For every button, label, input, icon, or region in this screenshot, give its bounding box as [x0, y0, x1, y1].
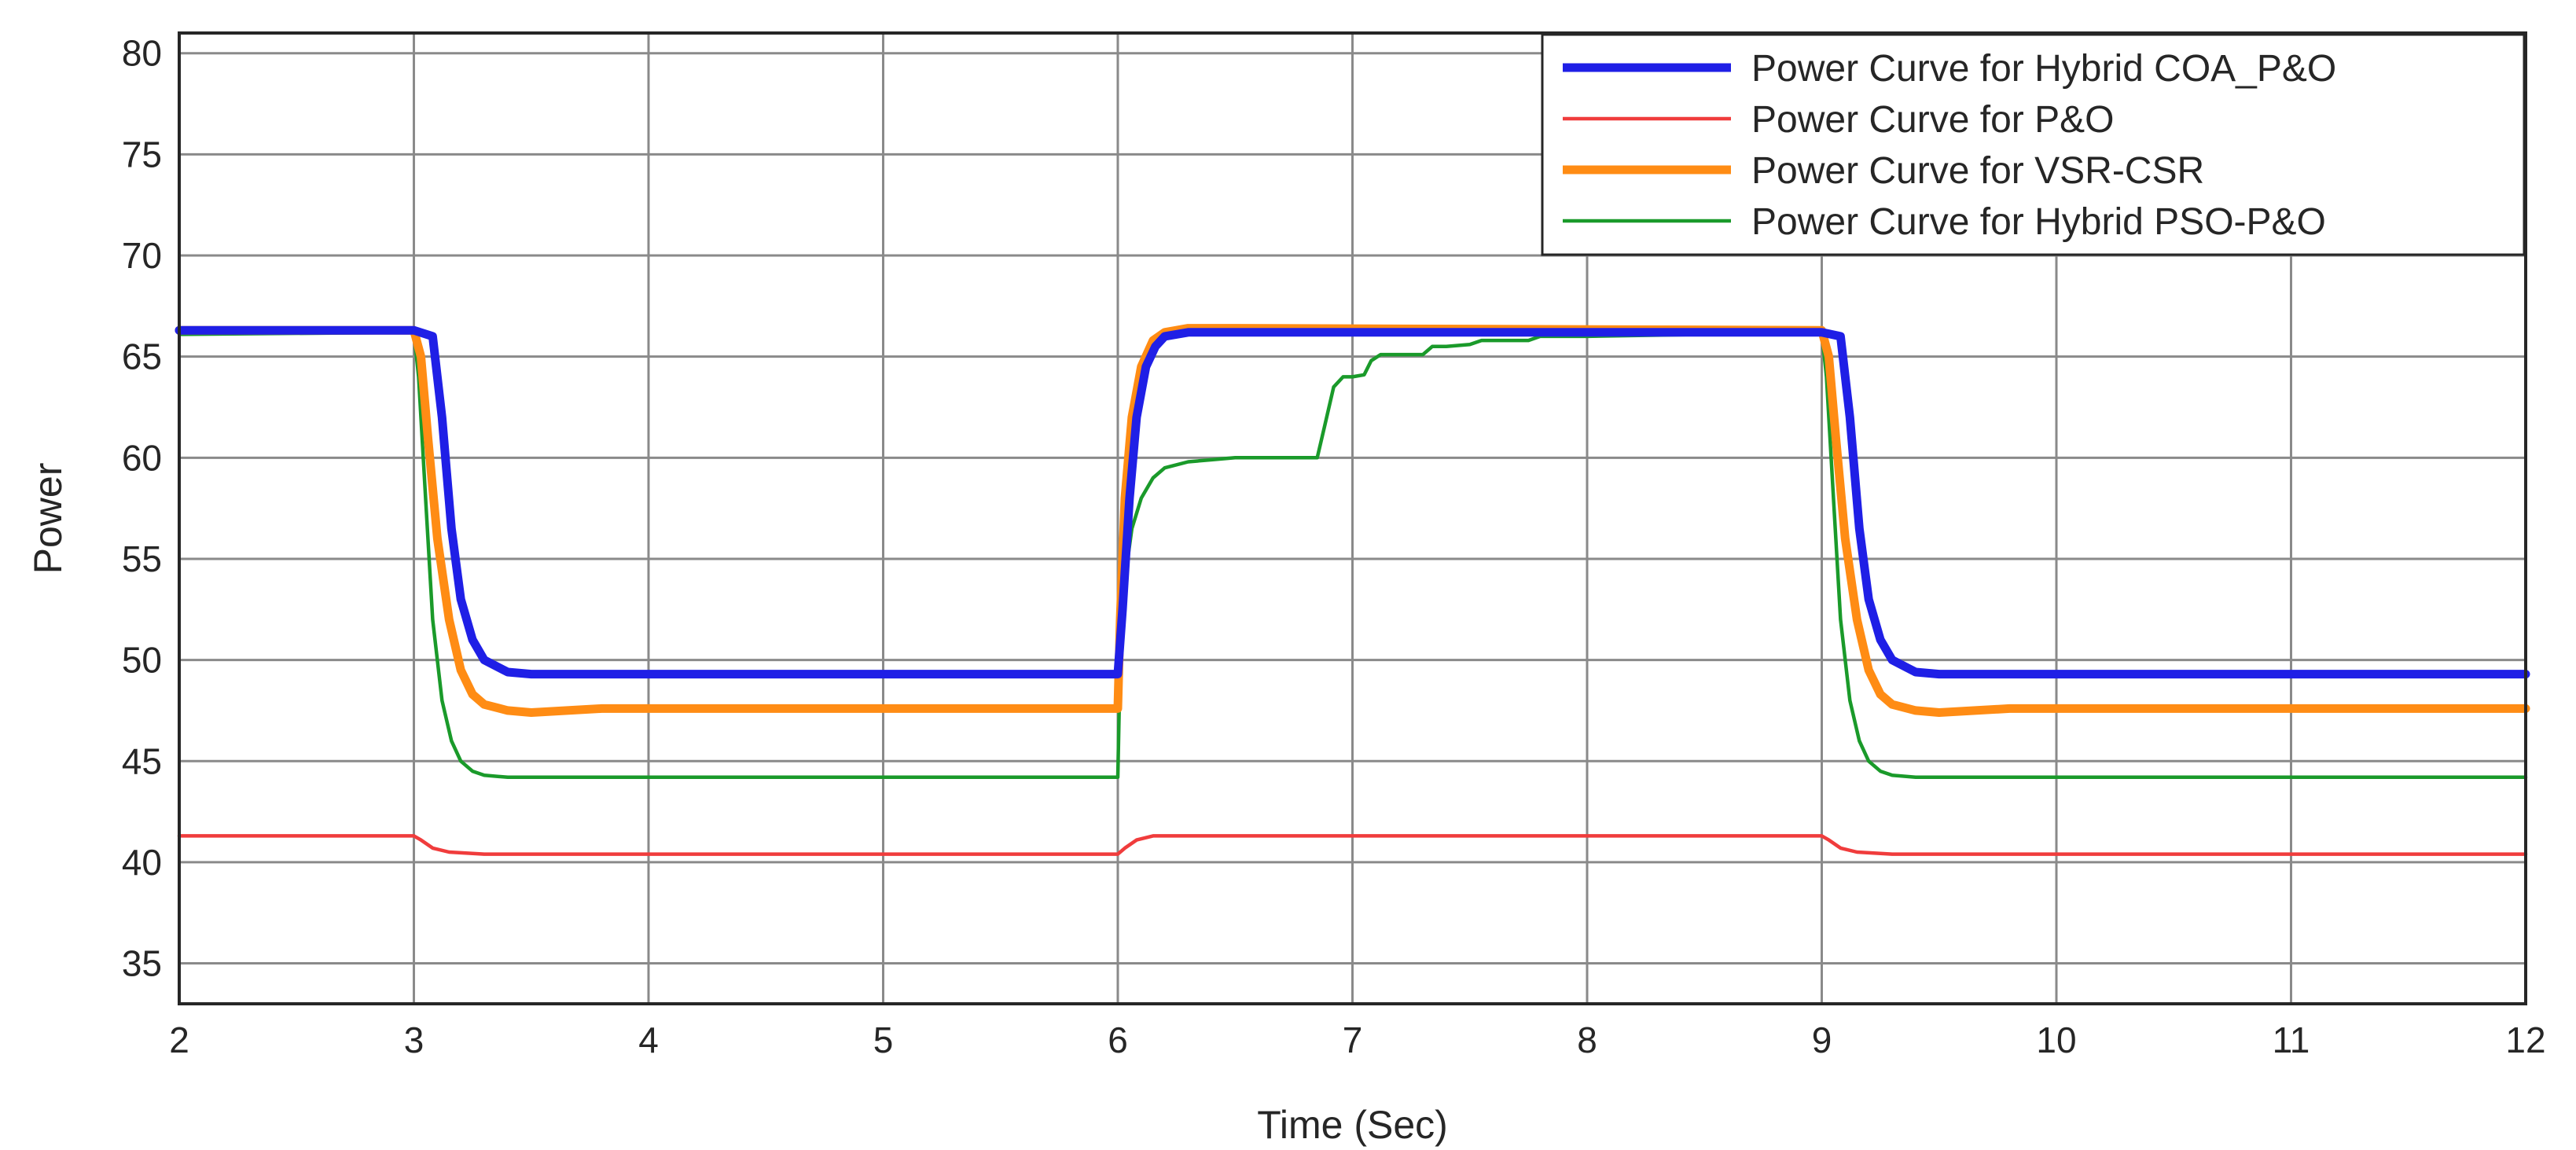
y-tick-label: 45	[122, 740, 162, 781]
x-tick-label: 7	[1343, 1020, 1363, 1060]
x-tick-label: 12	[2505, 1020, 2545, 1060]
series-lines	[175, 324, 2530, 856]
series-line	[177, 834, 2528, 856]
y-tick-label: 35	[122, 943, 162, 984]
y-tick-label: 40	[122, 842, 162, 883]
legend-label: Power Curve for Hybrid COA_P&O	[1751, 48, 2336, 90]
legend-label: Power Curve for Hybrid PSO-P&O	[1751, 201, 2326, 243]
legend-label: Power Curve for VSR-CSR	[1751, 150, 2204, 192]
y-tick-label: 75	[122, 134, 162, 175]
legend-label: Power Curve for P&O	[1751, 99, 2114, 141]
x-axis-label: Time (Sec)	[1257, 1103, 1448, 1147]
plot-frame	[178, 31, 2527, 1005]
x-tick-label: 8	[1577, 1020, 1597, 1060]
series-line	[177, 330, 2528, 780]
y-tick-label: 80	[122, 33, 162, 74]
x-tick-label: 4	[638, 1020, 659, 1060]
y-tick-label: 70	[122, 235, 162, 276]
y-axis-label: Power	[26, 463, 70, 575]
x-tick-label: 3	[404, 1020, 424, 1060]
x-tick-label: 6	[1108, 1020, 1128, 1060]
x-tick-label: 2	[169, 1020, 189, 1060]
y-tick-label: 60	[122, 437, 162, 478]
y-tick-label: 65	[122, 336, 162, 377]
y-tick-label: 50	[122, 640, 162, 681]
x-tick-label: 10	[2036, 1020, 2076, 1060]
series-line	[175, 324, 2530, 717]
x-tick-label: 5	[873, 1020, 894, 1060]
legend: Power Curve for Hybrid COA_P&O Power Curv…	[1541, 33, 2526, 256]
series-line	[175, 325, 2530, 679]
x-tick-label: 11	[2273, 1020, 2310, 1060]
x-tick-label: 9	[1812, 1020, 1832, 1060]
y-tick-label: 55	[122, 538, 162, 579]
